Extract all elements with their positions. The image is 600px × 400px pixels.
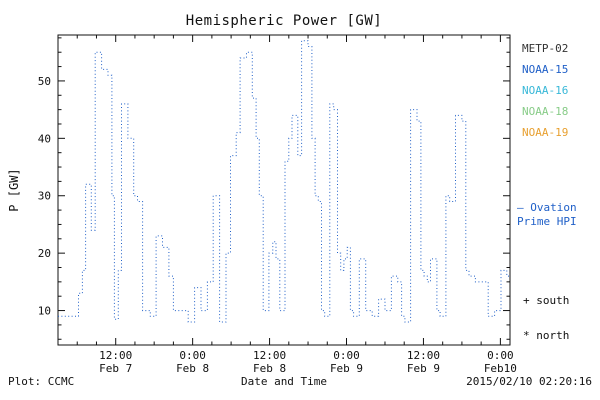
plot-credit: Plot: CCMC [8, 375, 75, 388]
y-tick-label: 40 [38, 132, 51, 145]
legend-item-noaa16: NOAA-16 [522, 84, 569, 97]
axis-ticks [57, 35, 510, 345]
x-tick-date: Feb 9 [407, 362, 440, 375]
x-tick-time: 0:00 [179, 349, 206, 362]
x-tick-time: 0:00 [333, 349, 360, 362]
north-marker-legend: * north [523, 329, 570, 342]
y-tick-label: 50 [38, 75, 51, 88]
legend-item-metp02: METP-02 [522, 42, 569, 55]
x-tick-date: Feb 8 [176, 362, 209, 375]
chart-title: Hemispheric Power [GW] [185, 13, 383, 29]
x-tick-time: 12:00 [99, 349, 132, 362]
ovation-prime-hpi-note: — Ovation Prime HPI [517, 201, 577, 229]
x-tick-time: 0:00 [487, 349, 514, 362]
x-axis-label: Date and Time [240, 375, 328, 388]
legend-item-noaa15: NOAA-15 [522, 63, 569, 76]
ovation-note-line2: Prime HPI [517, 215, 577, 228]
ovation-note-line1: — Ovation [517, 201, 577, 214]
south-marker-legend: + south [523, 294, 570, 307]
y-tick-label: 20 [38, 247, 51, 260]
y-axis-label: P [GW] [7, 168, 21, 212]
x-tick-date: Feb 8 [253, 362, 286, 375]
x-tick-date: Feb 9 [330, 362, 363, 375]
hpi-step-line [58, 40, 510, 323]
y-tick-label: 10 [38, 305, 51, 318]
x-tick-time: 12:00 [253, 349, 286, 362]
plot-frame [57, 34, 511, 346]
y-tick-label: 30 [38, 190, 51, 203]
generation-timestamp: 2015/02/10 02:20:16 [466, 375, 592, 388]
x-tick-time: 12:00 [407, 349, 440, 362]
legend-item-noaa18: NOAA-18 [522, 105, 569, 118]
x-tick-date: Feb10 [484, 362, 517, 375]
legend-item-noaa19: NOAA-19 [522, 126, 569, 139]
x-tick-date: Feb 7 [99, 362, 132, 375]
